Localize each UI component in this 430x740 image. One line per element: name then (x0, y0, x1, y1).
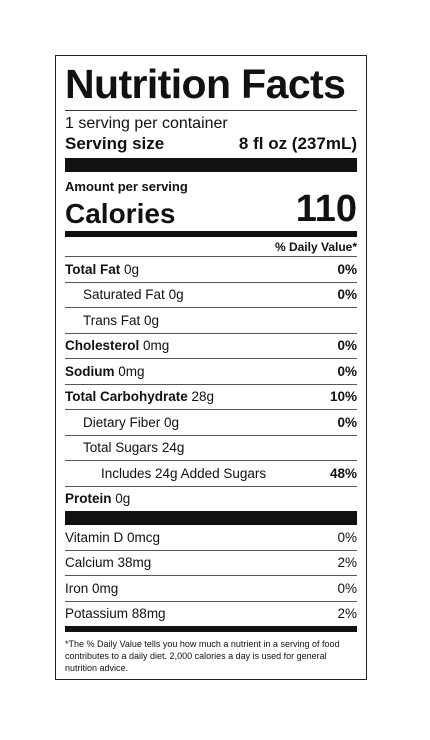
vitamin-dv: 0% (337, 529, 357, 545)
nutrient-amount: 0g (164, 414, 180, 430)
vitamin-amount: 88mg (131, 606, 166, 622)
nutrient-name: Dietary Fiber (83, 414, 161, 430)
nutrient-dv: 48% (329, 465, 357, 481)
nutrient-name: Total Carbohydrate (65, 389, 188, 405)
thick-divider (65, 158, 357, 172)
calories-row: Calories 110 (65, 190, 357, 228)
nutrient-amount: 0g (124, 261, 140, 277)
nutrition-facts-label: Nutrition Facts 1 serving per container … (55, 55, 367, 680)
nutrient-row-dietary-fiber: Dietary Fiber 0g 0% (65, 409, 357, 435)
nutrient-dv: 0% (337, 338, 357, 354)
amount-per-serving: Amount per serving (65, 179, 188, 194)
nutrient-amount: 0mg (143, 338, 170, 354)
thick-divider-vitamins (65, 511, 357, 525)
nutrient-name: Trans Fat (83, 312, 141, 328)
nutrient-dv: 0% (337, 363, 357, 379)
vitamin-amount: 0mcg (127, 529, 161, 545)
vitamin-amount: 0mg (92, 580, 119, 596)
nutrient-name: Total Fat (65, 261, 121, 277)
nutrient-amount: 0g (144, 312, 160, 328)
vitamin-dv: 0% (337, 580, 357, 596)
divider (65, 110, 357, 111)
nutrient-row-trans-fat: Trans Fat 0g (65, 307, 357, 333)
servings-per-container: 1 serving per container (65, 115, 228, 132)
daily-value-header-text: % Daily Value* (274, 239, 357, 254)
calories-label: Calories (65, 197, 176, 229)
serving-size-label: Serving size (65, 134, 165, 153)
nutrient-row-protein: Protein 0g (65, 485, 357, 512)
vitamin-row-vitamin-d: Vitamin D 0mcg 0% (65, 525, 357, 550)
nutrient-row-saturated-fat: Saturated Fat 0g 0% (65, 281, 357, 308)
label-title: Nutrition Facts (65, 61, 346, 107)
vitamin-row-calcium: Calcium 38mg 2% (65, 549, 357, 576)
nutrient-amount: 28g (191, 389, 215, 405)
nutrient-name: Cholesterol (65, 338, 140, 354)
vitamin-name: Calcium (65, 555, 114, 571)
vitamin-name: Potassium (65, 606, 129, 622)
nutrient-row-total-sugars: Total Sugars 24g (65, 434, 357, 461)
footnote: *The % Daily Value tells you how much a … (65, 639, 340, 674)
nutrient-dv: 0% (337, 287, 357, 303)
vitamin-dv: 2% (337, 555, 357, 571)
nutrient-row-total-carbohydrate: Total Carbohydrate 28g 10% (65, 383, 357, 410)
vitamin-name: Vitamin D (65, 529, 124, 545)
nutrient-row-sodium: Sodium 0mg 0% (65, 358, 357, 384)
vitamin-row-iron: Iron 0mg 0% (65, 575, 357, 601)
nutrient-name: Total Sugars (83, 440, 159, 456)
vitamins-list: Vitamin D 0mcg 0% Calcium 38mg 2% Iron 0… (65, 525, 357, 626)
calories-value: 110 (295, 188, 357, 230)
medium-divider (65, 231, 357, 237)
nutrients-list: Total Fat 0g 0% Saturated Fat 0g 0% Tran… (65, 256, 357, 511)
vitamin-name: Iron (65, 580, 89, 596)
vitamin-row-potassium: Potassium 88mg 2% (65, 600, 357, 627)
nutrient-row-cholesterol: Cholesterol 0mg 0% (65, 332, 357, 359)
medium-divider-footnote (65, 626, 357, 632)
nutrient-amount: 0mg (118, 363, 145, 379)
nutrient-dv: 0% (337, 261, 357, 277)
nutrient-amount: 0g (115, 491, 131, 507)
daily-value-header: % Daily Value* (65, 237, 357, 256)
nutrient-dv: 10% (329, 389, 357, 405)
serving-size-row: Serving size 8 fl oz (237mL) (65, 134, 357, 154)
serving-size-value: 8 fl oz (237mL) (238, 134, 357, 153)
nutrient-name: Protein (65, 491, 112, 507)
nutrient-amount: 24g (161, 440, 185, 456)
nutrient-row-total-fat: Total Fat 0g 0% (65, 256, 357, 282)
nutrient-name: Includes 24g Added Sugars (101, 465, 267, 481)
nutrient-amount: 0g (168, 287, 184, 303)
nutrient-row-added-sugars: Includes 24g Added Sugars 48% (65, 460, 357, 486)
nutrient-name: Saturated Fat (83, 287, 165, 303)
nutrient-name: Sodium (65, 363, 115, 379)
nutrient-dv: 0% (337, 414, 357, 430)
vitamin-amount: 38mg (117, 555, 152, 571)
vitamin-dv: 2% (337, 606, 357, 622)
